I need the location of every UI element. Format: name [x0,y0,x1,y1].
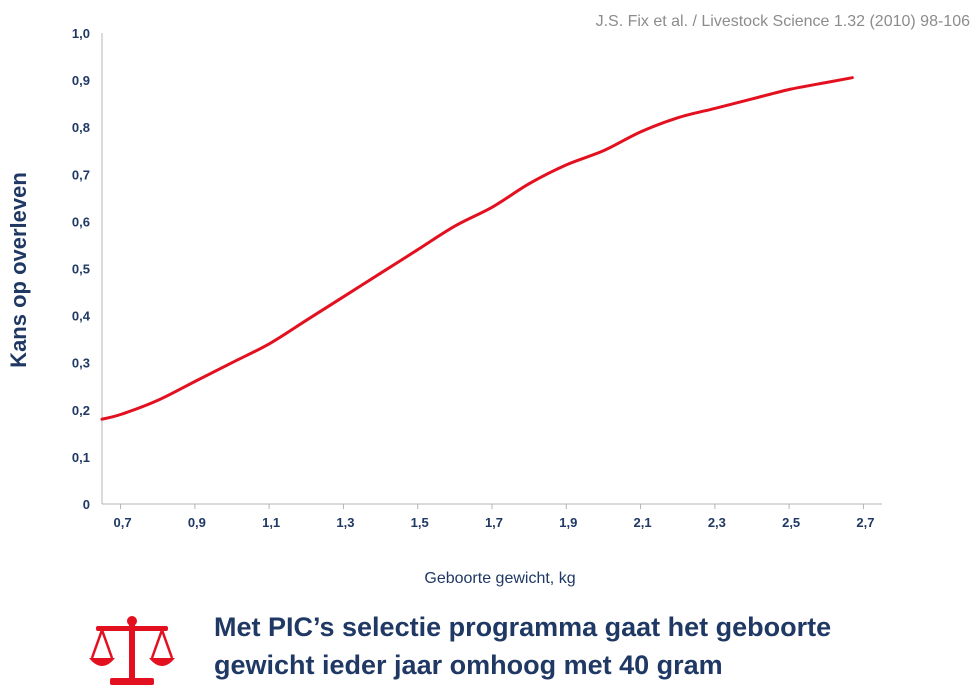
x-tick-label: 1,7 [485,515,503,530]
y-axis-ticks: 0 0,1 0,2 0,3 0,4 0,5 0,6 0,7 0,8 0,9 1,0 [72,26,91,512]
x-tick-label: 2,7 [856,515,874,530]
y-tick-label: 1,0 [72,26,90,41]
x-tick-label: 0,9 [188,515,206,530]
footer-note: Met PIC’s selectie programma gaat het ge… [88,608,968,694]
y-tick-label: 0,3 [72,356,90,371]
x-tick-label: 1,1 [262,515,280,530]
scale-icon [89,616,175,685]
y-tick-label: 0,6 [72,214,90,229]
y-axis-title: Kans op overleven [6,172,31,368]
y-tick-label: 0,5 [72,262,90,277]
x-tick-label: 1,5 [411,515,429,530]
x-tick-label: 2,5 [782,515,800,530]
y-tick-label: 0,9 [72,73,90,88]
x-tick-label: 2,3 [708,515,726,530]
source-citation: J.S. Fix et al. / Livestock Science 1.32… [596,13,971,30]
x-axis-title: Geboorte gewicht, kg [424,570,575,587]
series-line-survival [100,76,854,421]
y-tick-label: 0 [83,497,90,512]
footer-line-1: Met PIC’s selectie programma gaat het ge… [214,612,832,642]
y-tick-label: 0,4 [72,309,91,324]
x-tick-label: 1,9 [559,515,577,530]
x-axis-ticks: 0,7 0,9 1,1 1,3 1,5 1,7 1,9 2,1 2,3 2,5 2,7 [114,504,874,530]
y-tick-label: 0,8 [72,120,90,135]
x-tick-label: 0,7 [114,515,132,530]
y-tick-label: 0,7 [72,167,90,182]
y-tick-label: 0,1 [72,450,90,465]
chart: J.S. Fix et al. / Livestock Science 1.32… [6,13,971,587]
footer-line-2: gewicht ieder jaar omhoog met 40 gram [214,650,723,680]
y-tick-label: 0,2 [72,403,90,418]
x-tick-label: 1,3 [336,515,354,530]
footer-text: Met PIC’s selectie programma gaat het ge… [214,608,954,684]
x-tick-label: 2,1 [634,515,652,530]
